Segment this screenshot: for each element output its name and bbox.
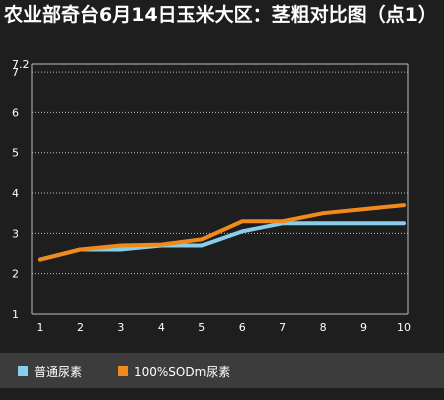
x-tick-label: 10 xyxy=(397,321,411,334)
y-tick-label: 3 xyxy=(12,227,19,240)
series-line-2 xyxy=(38,203,406,262)
legend-label-series-1: 普通尿素 xyxy=(34,364,83,379)
legend-item-series-2[interactable]: 100%SODm尿素 xyxy=(118,362,230,380)
legend-swatch-series-2 xyxy=(118,366,128,376)
y-tick-label: 7 xyxy=(12,66,19,79)
y-tick-label: 4 xyxy=(12,187,19,200)
x-tick-label: 2 xyxy=(77,321,84,334)
x-tick-label: 4 xyxy=(158,321,165,334)
series-lines xyxy=(38,203,406,262)
x-tick-label: 3 xyxy=(117,321,124,334)
x-tick-label: 5 xyxy=(198,321,205,334)
x-tick-label: 6 xyxy=(239,321,246,334)
legend: 普通尿素 100%SODm尿素 xyxy=(0,353,444,388)
legend-swatch-series-1 xyxy=(18,366,28,376)
legend-item-series-1[interactable]: 普通尿素 xyxy=(18,362,82,380)
y-tick-label: 6 xyxy=(12,106,19,119)
y-tick-label: 1 xyxy=(12,308,19,321)
chart-title: 农业部奇台6月14日玉米大区：茎粗对比图（点1） xyxy=(4,4,437,26)
axes xyxy=(31,63,409,315)
x-tick-label: 1 xyxy=(37,321,44,334)
y-tick-label: 7.2 xyxy=(12,58,30,71)
x-tick-label: 9 xyxy=(360,321,367,334)
grid-lines xyxy=(32,71,408,275)
bottom-strip xyxy=(0,388,444,400)
x-tick-label: 8 xyxy=(320,321,327,334)
y-tick-label: 2 xyxy=(12,268,19,281)
y-tick-label: 5 xyxy=(12,147,19,160)
legend-label-series-2: 100%SODm尿素 xyxy=(134,364,231,379)
x-tick-label: 7 xyxy=(279,321,286,334)
series-line-1 xyxy=(38,221,406,262)
